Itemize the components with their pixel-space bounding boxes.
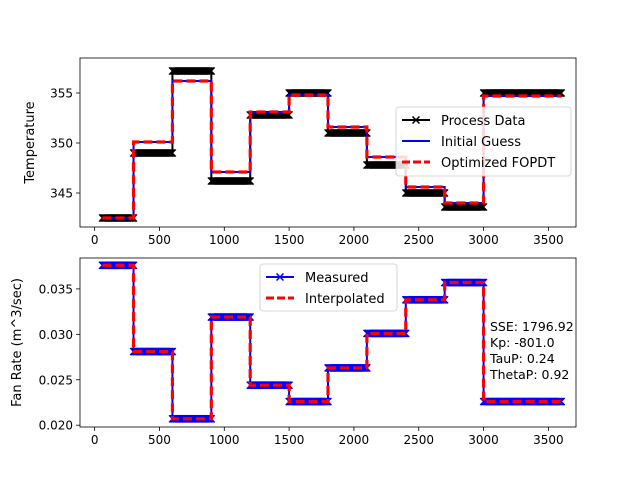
bottom-x-tick-label: 3500 (533, 433, 564, 447)
data-point-marker (246, 177, 255, 185)
annotation-taup: TauP: 0.24 (489, 351, 555, 366)
top-x-tick-label: 2500 (403, 233, 434, 247)
legend-label-measured: Measured (305, 271, 369, 286)
top-series-layer (98, 67, 566, 222)
legend-entry-optimized-fopdt: Optimized FOPDT (402, 156, 555, 171)
top-y-axis-label: Temperature (23, 101, 38, 184)
bottom-y-tick-label: 0.025 (39, 373, 73, 387)
annotation-sse: SSE: 1796.92 (490, 319, 574, 334)
bottom-x-tick-label: 500 (148, 433, 171, 447)
bottom-y-tick-label: 0.020 (39, 419, 73, 433)
legend-entry-process-data: Process Data (402, 114, 526, 129)
data-point-marker (401, 329, 410, 338)
top-x-tick-label: 1500 (274, 233, 305, 247)
legend-label-interpolated: Interpolated (305, 292, 385, 307)
top-x-tick-label: 2000 (339, 233, 370, 247)
bottom-y-axis-label: Fan Rate (m^3/sec) (10, 278, 25, 407)
legend-entry-interpolated: Interpolated (266, 292, 385, 307)
top-x-tick-label: 3000 (468, 233, 499, 247)
fit-annotation: SSE: 1796.92 Kp: -801.0 TauP: 0.24 Theta… (489, 319, 574, 382)
bottom-y-tick-label: 0.030 (39, 328, 73, 342)
annotation-kp: Kp: -801.0 (490, 335, 555, 350)
top-x-tick-label: 0 (91, 233, 99, 247)
top-x-tick-label: 1000 (209, 233, 240, 247)
bottom-x-tick-label: 2500 (403, 433, 434, 447)
data-point-marker (207, 67, 216, 75)
top-y-tick-label: 345 (50, 187, 73, 201)
data-point-marker (479, 203, 488, 211)
bottom-x-tick-label: 0 (91, 433, 99, 447)
annotation-thetap: ThetaP: 0.92 (489, 367, 569, 382)
top-legend-box (395, 106, 572, 177)
legend-entry-measured: Measured (266, 271, 369, 286)
top-plot-frame (79, 57, 577, 228)
bottom-x-tick-label: 1500 (274, 433, 305, 447)
bottom-y-tick-label: 0.035 (39, 282, 73, 296)
bottom-x-tick-label: 3000 (468, 433, 499, 447)
legend-label-optimized-fopdt: Optimized FOPDT (441, 156, 555, 171)
bottom-legend-box (259, 263, 398, 312)
top-y-axis: 345 350 355 (50, 87, 80, 201)
top-plot: 0 500 1000 1500 2000 2500 3000 3500 345 350 355 T… (23, 57, 577, 247)
bottom-plot: 0 500 1000 1500 2000 2500 3000 3500 0.0200.0250… (10, 257, 577, 447)
legend-label-process-data: Process Data (441, 114, 526, 129)
bottom-series-layer (98, 261, 566, 423)
series-measured (98, 261, 566, 423)
bottom-x-axis: 0 500 1000 1500 2000 2500 3000 3500 (91, 427, 564, 447)
data-point-marker (557, 397, 566, 406)
legend-marker-x-icon (411, 115, 421, 125)
bottom-x-tick-label: 2000 (339, 433, 370, 447)
bottom-y-axis: 0.020 0.025 0.030 0.035 (39, 282, 80, 433)
top-y-tick-label: 355 (50, 87, 73, 101)
bottom-x-tick-label: 1000 (209, 433, 240, 447)
top-legend: Process Data Initial Guess Optimized FOP… (395, 106, 572, 177)
series-optimized-fopdt (102, 79, 562, 220)
top-x-tick-label: 500 (148, 233, 171, 247)
series-markers-measured (98, 261, 566, 423)
series-line-optimized-fopdt (102, 79, 562, 220)
top-x-axis: 0 500 1000 1500 2000 2500 3000 3500 (91, 227, 564, 247)
series-interpolated (102, 263, 562, 421)
legend-marker-x-icon (275, 272, 285, 282)
top-x-tick-label: 3500 (533, 233, 564, 247)
data-point-marker (168, 149, 177, 157)
series-line-interpolated (102, 263, 562, 421)
bottom-legend: Measured Interpolated (259, 263, 398, 312)
legend-entry-initial-guess: Initial Guess (402, 135, 521, 150)
bottom-plot-frame (79, 257, 577, 428)
top-y-tick-label: 350 (50, 137, 73, 151)
legend-label-initial-guess: Initial Guess (441, 135, 521, 150)
